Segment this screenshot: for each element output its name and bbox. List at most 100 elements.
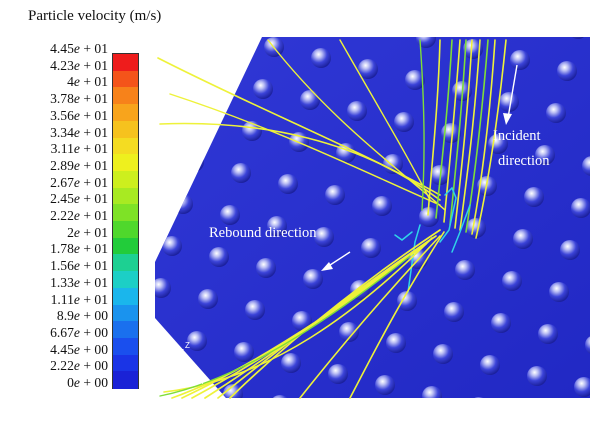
- tick-mantissa: 1.11: [50, 291, 74, 307]
- tick-exponent-e: e: [73, 341, 80, 357]
- color-scale-swatch: [113, 137, 138, 155]
- color-scale-swatch: [113, 104, 138, 122]
- tick-exponent-e: e: [73, 57, 80, 73]
- plate-bump: [491, 313, 511, 333]
- plate-bump: [416, 37, 436, 48]
- tick-exponent: + 01: [79, 274, 108, 290]
- plate-bump: [195, 110, 215, 130]
- tick-mantissa: 2.22: [50, 358, 74, 374]
- tick-exponent: + 01: [79, 258, 108, 274]
- tick-exponent-e: e: [73, 241, 80, 257]
- plate-bump: [571, 198, 590, 218]
- color-scale-tick-label: 1.78e + 01: [50, 241, 108, 257]
- plate-bump: [513, 229, 533, 249]
- tick-exponent-e: e: [73, 224, 80, 240]
- tick-exponent-e: e: [73, 191, 80, 207]
- plate-bump: [358, 59, 378, 79]
- color-scale-tick-label: 4.45e + 01: [50, 41, 108, 57]
- color-scale-tick-label: 1.11e + 01: [51, 292, 108, 308]
- plate-bump: [245, 300, 265, 320]
- tick-mantissa: 4.23: [50, 57, 74, 73]
- particle-track: [427, 39, 441, 216]
- tick-mantissa: 1.78: [50, 241, 74, 257]
- color-scale-tick-label: 3.78e + 01: [50, 91, 108, 107]
- plate-bump: [568, 37, 588, 39]
- plate-bump: [155, 99, 168, 119]
- tick-mantissa: 2.45: [50, 191, 74, 207]
- color-scale-swatch: [113, 321, 138, 339]
- tick-mantissa: 1.33: [50, 274, 74, 290]
- color-scale-swatch: [113, 120, 138, 139]
- color-scale-swatch: [113, 237, 138, 255]
- color-scale-swatch: [113, 254, 138, 272]
- tick-exponent-e: e: [73, 107, 80, 123]
- plate-bump: [209, 247, 229, 267]
- plate-bump: [217, 37, 237, 46]
- plate-bump: [386, 333, 406, 353]
- axes-triad: Z X Y: [161, 341, 206, 386]
- plate-bump: [281, 353, 301, 373]
- color-scale-tick-label: 3.34e + 01: [50, 125, 108, 141]
- plate-bump: [184, 152, 204, 172]
- plate-bump: [162, 236, 182, 256]
- particle-track: [454, 39, 473, 229]
- tick-mantissa: 6.67: [50, 324, 74, 340]
- particle-track: [475, 39, 507, 239]
- plate-bump: [170, 15, 190, 35]
- particle-track: [349, 231, 445, 399]
- tick-exponent: + 01: [79, 141, 108, 157]
- plate-bump: [155, 278, 171, 298]
- plate-bump: [253, 79, 273, 99]
- plate-bump: [463, 39, 483, 59]
- color-scale-swatch: [113, 187, 138, 205]
- plate-bump: [557, 61, 577, 81]
- particle-track: [449, 39, 467, 226]
- particle-track: [465, 39, 489, 233]
- plate-bump: [234, 342, 254, 362]
- plate-bump: [325, 185, 345, 205]
- plate-bump: [510, 50, 530, 70]
- tick-mantissa: 8.9: [56, 308, 74, 324]
- color-scale-swatch: [113, 70, 138, 88]
- color-scale-tick-label: 2.45e + 01: [50, 191, 108, 207]
- tick-exponent: + 00: [79, 358, 108, 374]
- incident-label-line2: direction: [498, 153, 550, 169]
- tick-mantissa: 2.67: [50, 174, 74, 190]
- plate-bump: [339, 322, 359, 342]
- plate-bump: [527, 366, 547, 386]
- tick-exponent-e: e: [73, 274, 80, 290]
- tick-exponent-e: e: [73, 157, 80, 173]
- tick-exponent: + 00: [79, 308, 108, 324]
- rebound-arrowhead: [321, 262, 333, 271]
- tick-exponent: + 01: [79, 124, 108, 140]
- particle-track: [169, 93, 441, 206]
- color-scale-swatch: [113, 54, 138, 72]
- color-scale-swatch: [113, 304, 138, 322]
- tick-exponent: + 01: [79, 41, 108, 56]
- bumped-plate-surface: [155, 37, 590, 398]
- color-scale-tick-label: 6.67e + 00: [50, 325, 108, 341]
- tick-exponent: + 01: [79, 157, 108, 173]
- color-scale-tick-label: 4.45e + 00: [50, 342, 108, 358]
- plate-bump: [155, 141, 157, 161]
- plate-bump: [314, 227, 334, 247]
- plate-bump: [173, 194, 193, 214]
- particle-track: [419, 39, 425, 211]
- color-scale-swatch: [113, 354, 138, 372]
- tick-mantissa: 4.45: [50, 41, 74, 56]
- plate-bump: [405, 70, 425, 90]
- color-scale-tick-label: 2.89e + 01: [50, 158, 108, 174]
- plate-bump: [300, 90, 320, 110]
- color-scale-tick-label: 2.22e + 00: [50, 358, 108, 374]
- color-scale-swatch: [113, 221, 138, 239]
- tick-exponent-e: e: [73, 141, 80, 157]
- plate-bump: [480, 355, 500, 375]
- tick-mantissa: 2.22: [50, 208, 74, 223]
- plate-bump: [383, 154, 403, 174]
- plate-bump: [256, 258, 276, 278]
- tick-exponent: + 00: [79, 324, 108, 340]
- color-scale-tick-label: 4.23e + 01: [50, 58, 108, 74]
- color-scale-tick-label: 1.56e + 01: [50, 258, 108, 274]
- tick-exponent-e: e: [73, 41, 80, 56]
- color-scale-bar: [112, 53, 139, 389]
